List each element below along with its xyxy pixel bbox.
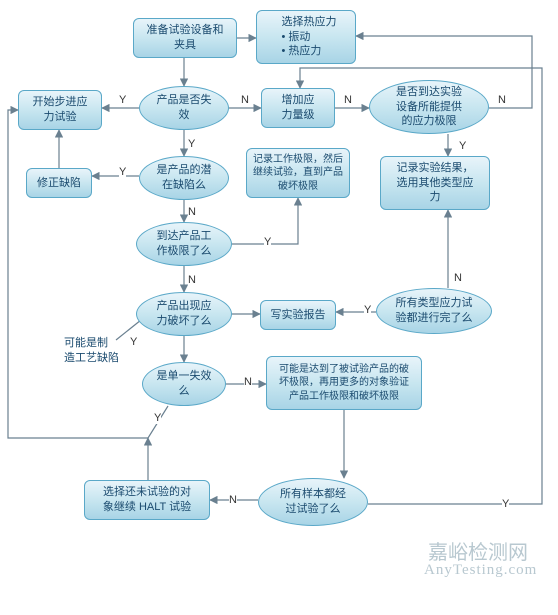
- node-work-limit: 到达产品工作极限了么: [136, 222, 232, 266]
- edge-label-l8: N: [188, 206, 196, 218]
- node-more-halt: 选择还未试验的对象继续 HALT 试验: [84, 480, 210, 520]
- node-all-tested: 所有样本都经过试验了么: [258, 478, 368, 526]
- node-prepare: 准备试验设备和夹具: [133, 18, 237, 58]
- node-all-done: 所有类型应力试验都进行完了么: [376, 288, 492, 334]
- edge-label-l2: N: [241, 94, 249, 106]
- node-start: 开始步进应力试验: [18, 90, 102, 130]
- node-select-stress: 选择热应力• 振动• 热应力: [256, 10, 356, 64]
- watermark-line1: 嘉峪检测网: [428, 536, 528, 565]
- node-reach-limit: 是否到达实验设备所能提供的应力极限: [369, 80, 489, 134]
- node-record-work: 记录工作极限，然后继续试验，直到产品破坏极限: [246, 148, 350, 198]
- edge-label-l17: Y: [502, 498, 509, 510]
- edge-label-l9: Y: [264, 236, 271, 248]
- edge-label-l11: Y: [364, 304, 371, 316]
- node-single: 是单一失效么: [142, 362, 226, 406]
- edge-label-l1: Y: [119, 94, 126, 106]
- node-report: 写实验报告: [260, 300, 336, 330]
- edge-label-l14: Y: [154, 412, 161, 424]
- node-fail: 产品是否失效: [139, 86, 229, 130]
- edge-label-l13: N: [244, 376, 252, 388]
- edge-label-l3: N: [344, 94, 352, 106]
- node-destroyed: 产品出现应力破坏了么: [136, 292, 232, 336]
- node-increase: 增加应力量级: [261, 88, 335, 128]
- edge-label-l6: Y: [119, 166, 126, 178]
- text-mfg-defect: 可能是制造工艺缺陷: [64, 336, 119, 366]
- edge-label-l15: N: [454, 272, 462, 284]
- edge-label-l4: N: [498, 94, 506, 106]
- node-verify: 可能是达到了被试验产品的破坏极限，再用更多的对象验证产品工作极限和破坏极限: [266, 356, 422, 410]
- edge-label-l10: N: [188, 274, 196, 286]
- watermark-line2: AnyTesting.com: [424, 562, 537, 579]
- node-fix-defect: 修正缺陷: [26, 168, 92, 198]
- edge-label-l12: Y: [130, 336, 137, 348]
- node-latent: 是产品的潜在缺陷么: [139, 156, 229, 200]
- edge-label-l5: Y: [188, 138, 195, 150]
- edge-label-l16: N: [229, 494, 237, 506]
- node-record-exp: 记录实验结果，选用其他类型应力: [380, 156, 490, 210]
- edge-label-l7: Y: [459, 140, 466, 152]
